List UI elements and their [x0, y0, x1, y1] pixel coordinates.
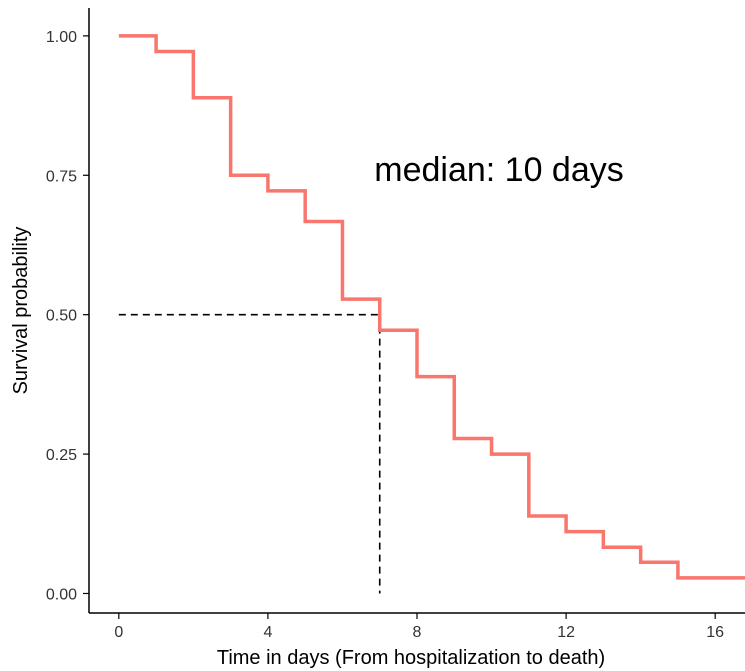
- x-axis-title: Time in days (From hospitalization to de…: [217, 647, 605, 669]
- median-annotation: median: 10 days: [374, 151, 624, 189]
- axes: [88, 8, 745, 614]
- curves: [118, 34, 745, 580]
- x-tick-label: 16: [706, 624, 724, 641]
- median-lines: [118, 313, 381, 594]
- x-tick-label: 12: [557, 624, 575, 641]
- ticks: 0 4 8 12 16 0.00 0.25 0.50 0.75 1.00: [46, 29, 724, 641]
- x-tick-label: 4: [263, 624, 272, 641]
- y-tick-label: 0.75: [46, 168, 77, 185]
- y-tick-label: 0.50: [46, 308, 77, 325]
- survival-curve: [118, 34, 745, 580]
- y-tick-label: 0.00: [46, 586, 77, 603]
- y-tick-label: 1.00: [46, 29, 77, 46]
- x-tick-label: 8: [413, 624, 422, 641]
- y-tick-label: 0.25: [46, 447, 77, 464]
- y-axis-title: Survival probability: [10, 227, 32, 395]
- x-tick-label: 0: [114, 624, 123, 641]
